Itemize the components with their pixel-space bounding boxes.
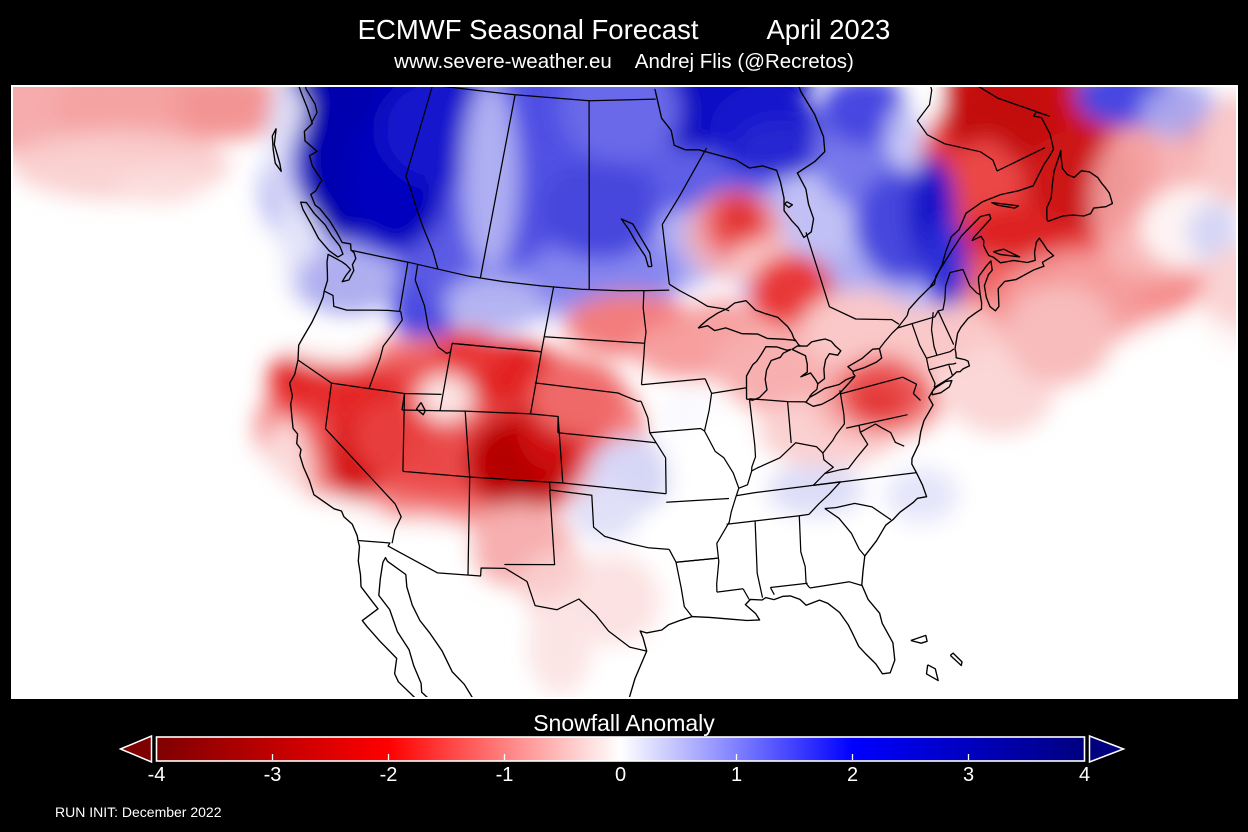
svg-text:-2: -2 xyxy=(380,764,398,786)
svg-text:4: 4 xyxy=(1079,764,1090,786)
svg-text:1: 1 xyxy=(731,764,742,786)
svg-text:3: 3 xyxy=(963,764,974,786)
svg-text:-4: -4 xyxy=(148,764,166,786)
svg-text:-3: -3 xyxy=(264,764,282,786)
svg-text:2: 2 xyxy=(847,764,858,786)
svg-text:0: 0 xyxy=(615,764,626,786)
svg-text:-1: -1 xyxy=(496,764,514,786)
